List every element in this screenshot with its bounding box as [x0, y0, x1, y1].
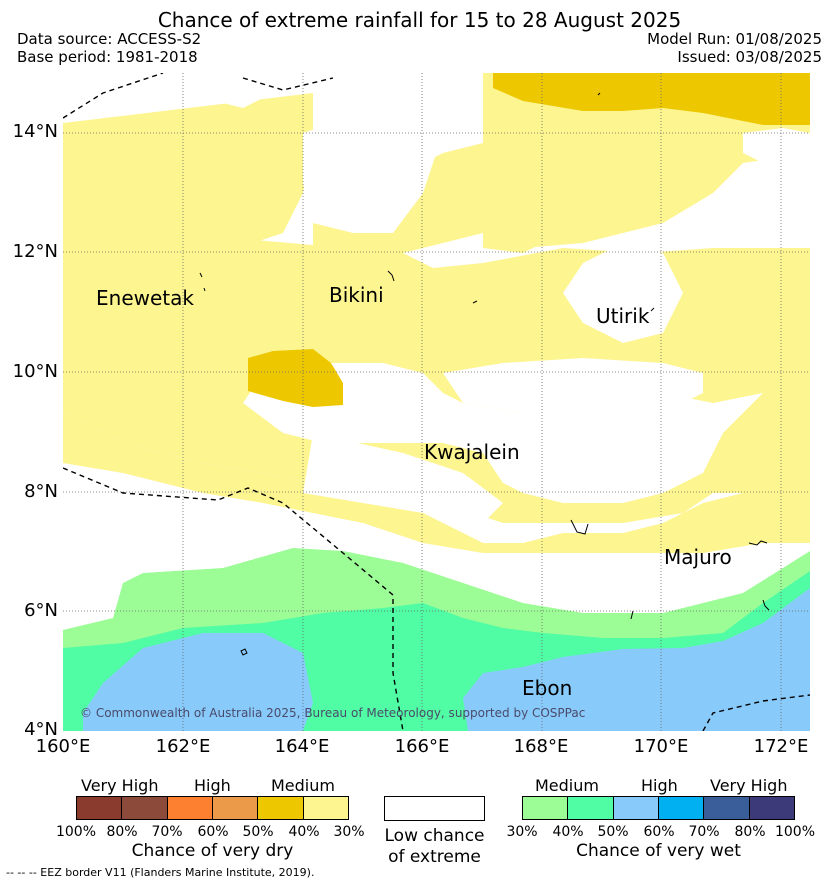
low-chance-patches: [223, 78, 810, 523]
wet-pct-50: 50%: [597, 824, 629, 840]
dry-swatch-50-60: [212, 796, 259, 820]
lon-tick-170: 170°E: [633, 736, 689, 757]
lon-tick-162: 162°E: [155, 736, 211, 757]
dry-category-very-high: Very High: [81, 776, 159, 795]
place-majuro: Majuro: [664, 545, 732, 569]
low-chance-line2: of extreme: [388, 847, 481, 867]
lon-tick-166: 166°E: [394, 736, 450, 757]
wet-legend-title: Chance of very wet: [576, 841, 741, 861]
wet-color-bar: [522, 796, 795, 821]
dry-color-bar: [76, 796, 349, 821]
low-chance-swatch: [384, 796, 485, 821]
wet-swatch-60-70: [658, 796, 705, 820]
eez-border-note: -- -- -- EEZ border V11 (Flanders Marine…: [6, 866, 315, 879]
place-kwajalein: Kwajalein: [424, 440, 520, 464]
dry-category-high: High: [194, 776, 231, 795]
dry-pct-40: 40%: [288, 824, 320, 840]
model-run-label: Model Run: 01/08/2025: [647, 30, 822, 48]
dry-swatch-30-40: [303, 796, 349, 820]
place-bikini: Bikini: [329, 283, 384, 307]
lon-tick-172: 172°E: [753, 736, 809, 757]
issued-label: Issued: 03/08/2025: [677, 48, 822, 66]
lat-tick-4: 4°N: [24, 719, 58, 740]
dry-pct-80: 80%: [106, 824, 138, 840]
place-enewetak: Enewetak: [96, 286, 194, 310]
wet-pct-80: 80%: [734, 824, 766, 840]
wet-swatch-70-80: [704, 796, 750, 820]
map-title: Chance of extreme rainfall for 15 to 28 …: [157, 8, 682, 32]
wet-category-very-high: Very High: [710, 776, 788, 795]
dry-pct-70: 70%: [151, 824, 183, 840]
dry-category-medium: Medium: [271, 776, 335, 795]
dry-pct-60: 60%: [197, 824, 229, 840]
wet-swatch-40-50: [568, 796, 614, 820]
lat-tick-12: 12°N: [12, 241, 58, 262]
dry-pct-100: 100%: [55, 824, 97, 840]
wet-pct-40: 40%: [552, 824, 584, 840]
lat-tick-6: 6°N: [24, 600, 58, 621]
wet-high-region: [83, 588, 810, 731]
dry-legend-title: Chance of very dry: [131, 841, 294, 861]
lon-tick-164: 164°E: [274, 736, 330, 757]
wet-pct-60: 60%: [643, 824, 675, 840]
wet-swatch-80-100: [749, 796, 795, 820]
dry-pct-50: 50%: [242, 824, 274, 840]
dry-pct-30: 30%: [333, 824, 365, 840]
wet-category-medium: Medium: [535, 776, 599, 795]
lat-tick-8: 8°N: [24, 481, 58, 502]
wet-pct-70: 70%: [688, 824, 720, 840]
wet-pct-30: 30%: [506, 824, 538, 840]
low-chance-line1: Low chance: [384, 826, 485, 846]
island-markers: [199, 92, 770, 656]
wet-pct-100: 100%: [774, 824, 816, 840]
place-ebon: Ebon: [522, 676, 573, 700]
copyright-notice: © Commonwealth of Australia 2025, Bureau…: [80, 706, 586, 720]
eez-border-lines: [63, 73, 810, 731]
data-source-label: Data source: ACCESS-S2: [17, 30, 202, 48]
wet-category-high: High: [641, 776, 678, 795]
lon-tick-160: 160°E: [35, 736, 91, 757]
rainfall-map: [63, 73, 810, 731]
dry-swatch-80-100: [76, 796, 123, 820]
lon-tick-168: 168°E: [513, 736, 569, 757]
dry-swatch-40-50: [258, 796, 304, 820]
wet-swatch-50-60: [613, 796, 659, 820]
dry-medium-high-region: [248, 73, 810, 407]
lat-tick-10: 10°N: [12, 361, 58, 382]
place-utirik: Utirik: [596, 304, 650, 328]
wet-swatch-30-40: [522, 796, 569, 820]
base-period-label: Base period: 1981-2018: [17, 48, 198, 66]
lat-tick-14: 14°N: [12, 121, 58, 142]
dry-swatch-70-80: [122, 796, 168, 820]
dry-swatch-60-70: [167, 796, 213, 820]
